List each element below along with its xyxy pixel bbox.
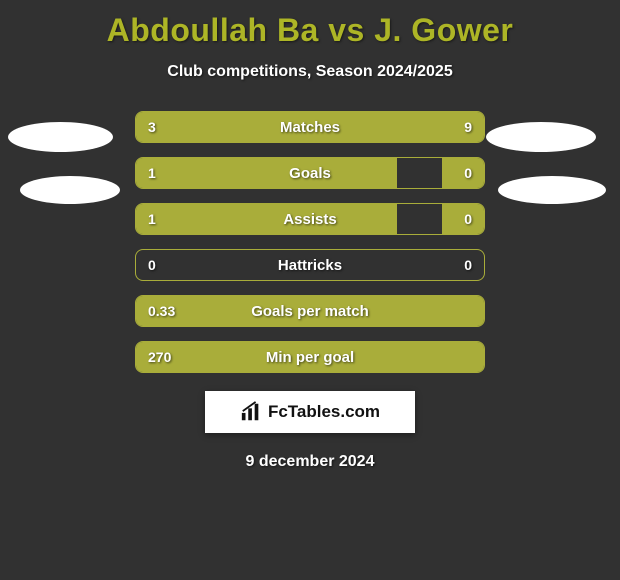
decorative-ellipse [498, 176, 606, 204]
chart-icon [240, 401, 262, 423]
decorative-ellipse [20, 176, 120, 204]
bar-right [442, 158, 484, 188]
bar-left [136, 158, 397, 188]
subtitle: Club competitions, Season 2024/2025 [0, 63, 620, 81]
stat-row: Goals10 [135, 157, 485, 189]
stat-value-right: 0 [464, 250, 472, 280]
stat-row: Hattricks0 0 [135, 249, 485, 281]
bar-left [136, 204, 397, 234]
bar-left [136, 112, 216, 142]
stat-value-left: 0 [148, 250, 156, 280]
stat-row: Assists10 [135, 203, 485, 235]
stat-row: Min per goal270 [135, 341, 485, 373]
date-label: 9 december 2024 [0, 453, 620, 471]
fctables-badge: FcTables.com [205, 391, 415, 433]
bar-left [136, 296, 484, 326]
stat-row: Goals per match0.33 [135, 295, 485, 327]
badge-text: FcTables.com [268, 402, 380, 422]
bar-left [136, 342, 484, 372]
comparison-rows: Matches39 Goals10 Assists10 Hattricks0 0 Goal… [135, 111, 485, 373]
page-title: Abdoullah Ba vs J. Gower [0, 0, 620, 49]
decorative-ellipse [8, 122, 113, 152]
bar-right [442, 204, 484, 234]
bar-right [216, 112, 484, 142]
stat-row: Matches39 [135, 111, 485, 143]
decorative-ellipse [486, 122, 596, 152]
stat-label: Hattricks [136, 250, 484, 280]
